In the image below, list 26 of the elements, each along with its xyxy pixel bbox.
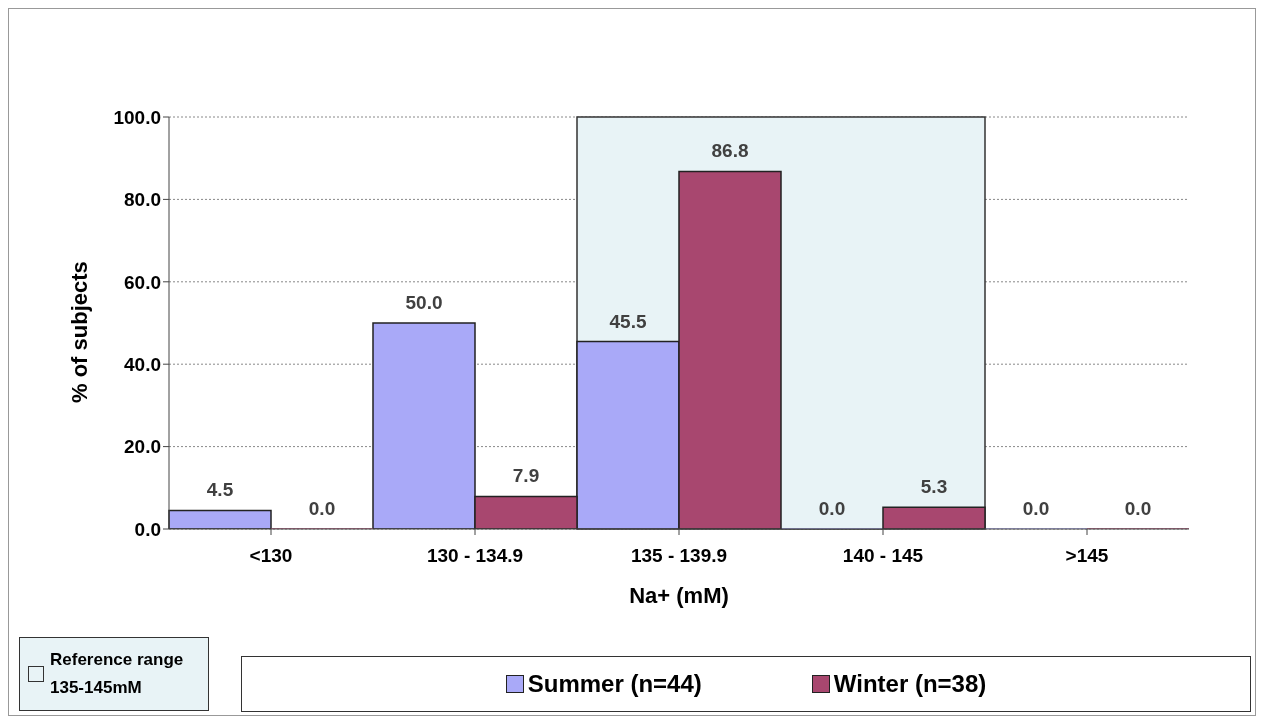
data-label: 5.3 [920,476,948,498]
data-label: 45.5 [609,310,647,332]
x-axis-title: Na+ (mM) [629,583,729,608]
y-tick-label: 20.0 [124,436,161,458]
data-label: 0.0 [1124,498,1152,519]
y-tick-label: 0.0 [134,518,161,540]
legend-label: Winter (n=38) [832,670,987,698]
y-tick-label: 40.0 [124,353,161,375]
data-label: 7.9 [512,465,540,487]
x-tick-label: >145 [1065,545,1109,567]
x-tick-label: 135 - 139.9 [630,545,728,567]
y-tick-label: 60.0 [124,271,161,293]
x-tick-label: 130 - 134.9 [426,545,524,567]
data-label: 0.0 [818,498,846,519]
data-label: 50.0 [405,292,443,313]
y-tick-label: 100.0 [113,106,161,128]
legend-label: Summer (n=44) [526,670,702,698]
legend-label: Reference range 135-145mM [50,649,185,699]
data-label: 86.8 [711,140,749,162]
y-axis-title: % of subjects [66,261,92,403]
x-tick-label: <130 [249,545,293,567]
y-tick-label: 80.0 [124,189,161,211]
data-label: 0.0 [1022,498,1050,519]
data-label: 4.5 [206,479,234,501]
data-label: 0.0 [308,498,336,519]
x-tick-label: 140 - 145 [842,545,924,567]
